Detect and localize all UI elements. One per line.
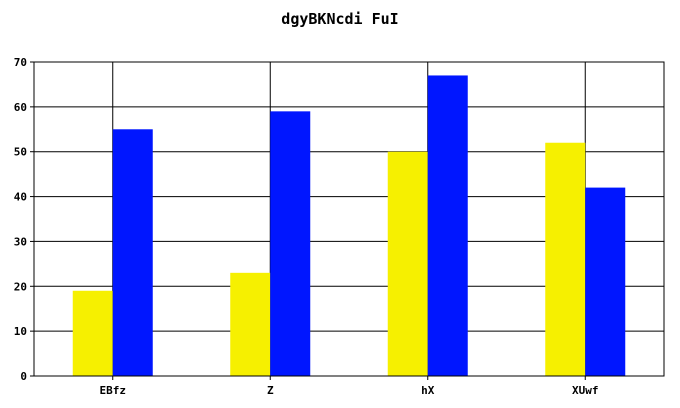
x-tick-label: EBfz — [100, 384, 127, 397]
y-tick-label: 60 — [14, 101, 27, 114]
bar-series-2 — [113, 129, 153, 376]
bar-series-1 — [545, 143, 585, 376]
y-tick-label: 40 — [14, 191, 27, 204]
bar-series-2 — [585, 188, 625, 376]
y-tick-label: 10 — [14, 325, 27, 338]
bar-series-1 — [230, 273, 270, 376]
y-tick-label: 20 — [14, 280, 27, 293]
y-tick-label: 70 — [14, 56, 27, 69]
y-tick-label: 0 — [20, 370, 27, 383]
bar-series-1 — [388, 152, 428, 376]
bar-series-1 — [73, 291, 113, 376]
y-tick-label: 50 — [14, 146, 27, 159]
bar-series-2 — [270, 111, 310, 376]
bar-series-2 — [428, 75, 468, 376]
y-tick-label: 30 — [14, 235, 27, 248]
x-tick-label: Z — [267, 384, 274, 397]
x-tick-label: hX — [421, 384, 435, 397]
x-tick-label: XUwf — [572, 384, 599, 397]
